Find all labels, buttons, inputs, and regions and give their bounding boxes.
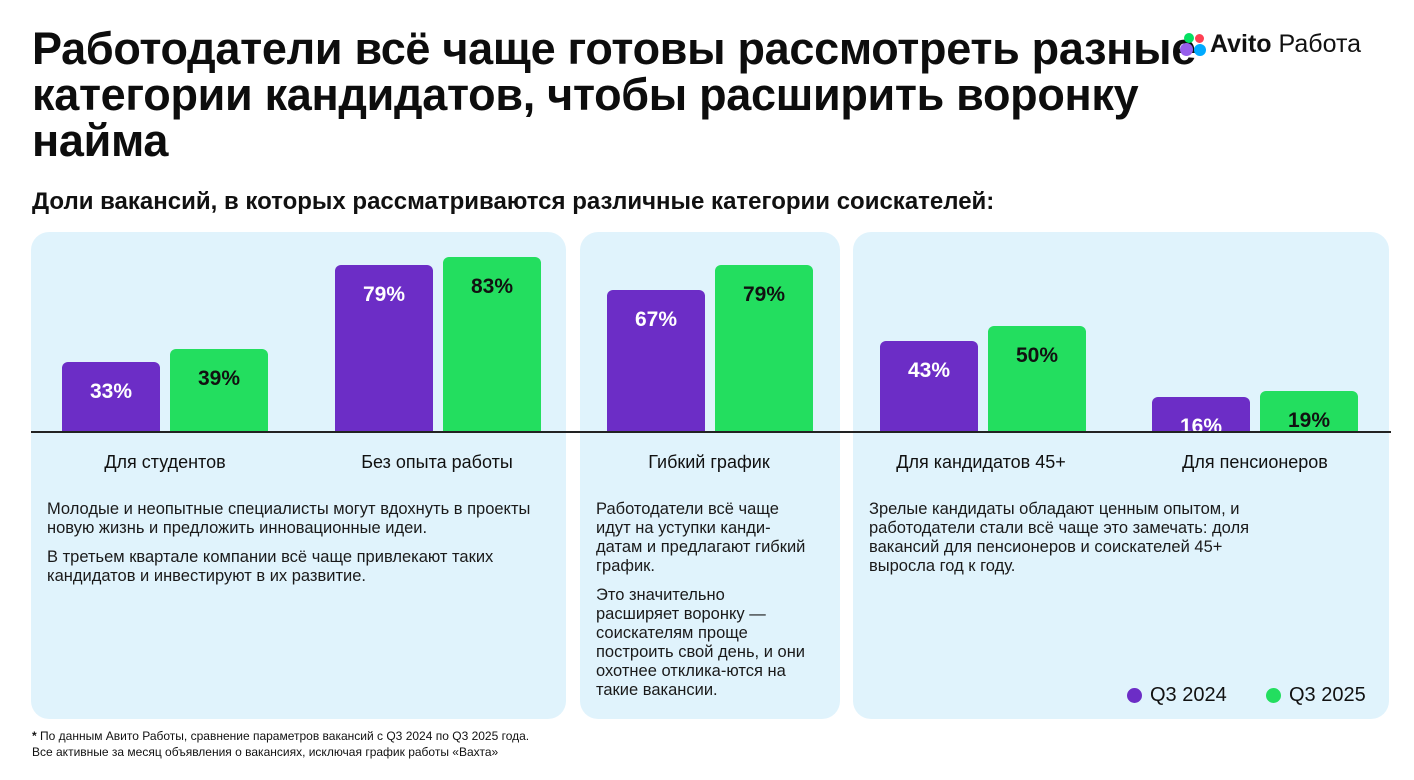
bar-45plus-q3-2024 — [880, 340, 978, 431]
legend-dot-q3-2025 — [1266, 688, 1281, 703]
logo-text: Avito Работа — [1210, 30, 1361, 59]
logo-brand: Avito — [1210, 29, 1272, 58]
description-text: Зрелые кандидаты обладают ценным опытом,… — [869, 500, 1250, 575]
bar-no-experience-q3-2024 — [335, 265, 433, 431]
bar-45plus-q3-2025 — [988, 326, 1086, 431]
bar-flexible-q3-2024 — [607, 290, 705, 431]
data-label-flexible-q3-2025: 79% — [742, 283, 786, 307]
avito-logo: Avito Работа — [1180, 28, 1361, 60]
data-label-45plus-q3-2025: 50% — [1015, 344, 1059, 367]
description-text: Молодые и неопытные специалисты могут вд… — [47, 500, 531, 537]
category-label-students: Для студентов — [104, 452, 226, 472]
bar-students-q3-2025 — [170, 349, 268, 431]
bar-flexible-q3-2025 — [715, 265, 813, 431]
legend-dot-q3-2024 — [1127, 688, 1142, 703]
bar-pensioners-q3-2025 — [1260, 391, 1358, 431]
description-panel3: Зрелые кандидаты обладают ценным опытом,… — [869, 500, 1289, 576]
page-title: Работодатели всё чаще готовы рассмотреть… — [32, 23, 1196, 166]
data-label-students-q3-2025: 39% — [197, 367, 241, 391]
chart-baseline — [31, 431, 1391, 433]
data-label-45plus-q3-2024: 43% — [907, 358, 951, 382]
description-panel2: Работодатели всё чаще идут на уступки ка… — [596, 500, 808, 700]
description-text: В третьем квартале компании всё чаще при… — [47, 548, 494, 585]
chart-subtitle: Доли вакансий, в которых рассматриваются… — [32, 188, 995, 215]
data-label-students-q3-2024: 33% — [89, 379, 133, 403]
category-label-pensioners: Для пенсионеров — [1182, 452, 1328, 472]
data-label-no-experience-q3-2025: 83% — [470, 274, 514, 298]
category-label-no-experience: Без опыта работы — [361, 452, 513, 472]
avito-dots-icon — [1180, 30, 1208, 58]
legend-item-q3-2024: Q3 2024 — [1127, 684, 1227, 707]
footnote-marker: * — [32, 729, 37, 743]
data-label-pensioners-q3-2025: 19% — [1287, 409, 1331, 433]
footnote-line-1: По данным Авито Работы, сравнение параме… — [40, 729, 530, 743]
description-text: Это значительно расширяет воронку — соис… — [596, 586, 806, 699]
legend-label-q3-2024: Q3 2024 — [1150, 684, 1227, 706]
category-label-45plus: Для кандидатов 45+ — [896, 452, 1066, 472]
description-text: Работодатели всё чаще идут на уступки ка… — [596, 500, 806, 575]
bar-no-experience-q3-2025 — [443, 256, 541, 431]
data-label-pensioners-q3-2024: 16% — [1179, 415, 1223, 439]
legend-label-q3-2025: Q3 2025 — [1289, 684, 1366, 706]
bar-pensioners-q3-2024 — [1152, 397, 1250, 431]
description-panel1: Молодые и неопытные специалисты могут вд… — [47, 500, 547, 586]
logo-product: Работа — [1278, 29, 1362, 58]
bar-students-q3-2024 — [62, 361, 160, 431]
legend-item-q3-2025: Q3 2025 — [1266, 684, 1366, 707]
category-label-flexible: Гибкий график — [648, 452, 770, 472]
footnote-line-2: Все активные за месяц объявления о вакан… — [32, 745, 499, 759]
data-label-no-experience-q3-2024: 79% — [362, 283, 406, 307]
footnote: * По данным Авито Работы, сравнение пара… — [32, 728, 529, 760]
panel-age-groups — [853, 232, 1389, 719]
data-label-flexible-q3-2024: 67% — [634, 308, 678, 332]
